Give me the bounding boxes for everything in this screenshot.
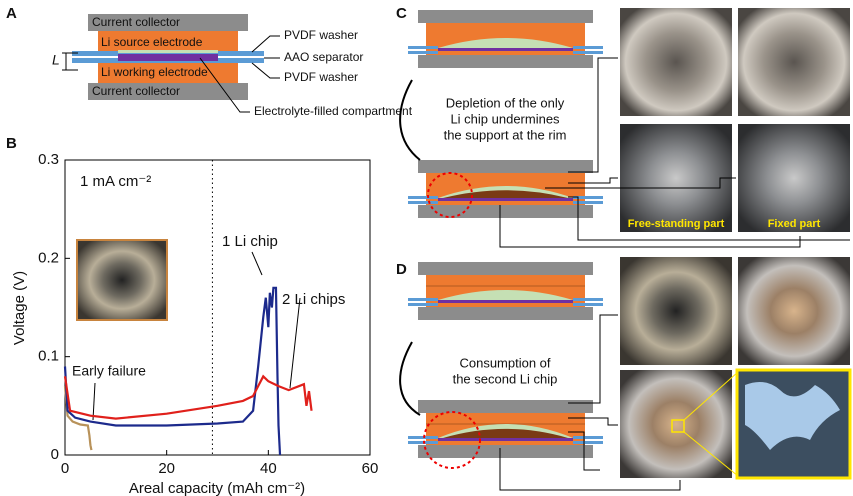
label: Current collector — [92, 15, 180, 29]
series-label: 1 Li chip — [222, 233, 278, 250]
schematics — [408, 10, 603, 458]
series-label: Early failure — [72, 363, 146, 379]
washer — [408, 51, 438, 54]
plate — [418, 262, 593, 275]
plate — [418, 160, 593, 173]
panel-label: B — [6, 135, 17, 152]
leader — [252, 252, 262, 275]
label: Electrolyte-filled compartment — [254, 104, 413, 118]
label: Li working electrode — [101, 65, 208, 79]
y-tick-label: 0.3 — [38, 151, 59, 168]
x-tick-label: 0 — [61, 460, 69, 477]
label: PVDF washer — [284, 28, 358, 42]
y-axis-label: Voltage (V) — [11, 271, 28, 345]
arrow — [400, 342, 420, 415]
plate — [418, 55, 593, 68]
photo-label: Fixed part — [768, 218, 821, 230]
x-tick-label: 60 — [362, 460, 379, 477]
washer — [408, 298, 438, 301]
x-axis-label: Areal capacity (mAh cm⁻²) — [129, 480, 305, 496]
washer — [408, 46, 438, 49]
separator — [438, 198, 573, 201]
washer — [573, 436, 603, 439]
photo-label: Free-standing part — [628, 218, 725, 230]
annotation: 1 mA cm⁻² — [80, 173, 151, 190]
caption: Li chip undermines — [450, 111, 560, 126]
washer — [408, 441, 438, 444]
panel-label: D — [396, 261, 407, 278]
separator — [438, 300, 573, 303]
caption: the second Li chip — [453, 371, 558, 386]
x-tick-label: 20 — [158, 460, 175, 477]
y-tick-label: 0.2 — [38, 249, 59, 266]
leader — [290, 298, 300, 388]
panel-label: C — [396, 5, 407, 22]
y-tick-label: 0 — [51, 446, 59, 463]
label: PVDF washer — [284, 70, 358, 84]
plate — [418, 10, 593, 23]
panel-label: A — [6, 5, 17, 22]
caption: Consumption of — [459, 355, 550, 370]
plate — [418, 445, 593, 458]
washer — [408, 436, 438, 439]
washer — [573, 303, 603, 306]
series-line — [65, 376, 312, 418]
photos — [620, 8, 850, 478]
label: AAO separator — [284, 50, 363, 64]
x-tick-label: 40 — [260, 460, 277, 477]
washer — [573, 298, 603, 301]
label: L — [52, 52, 60, 68]
label: Li source electrode — [101, 35, 203, 49]
figure: A B C D Current collector Li source elec… — [0, 0, 853, 496]
plate — [418, 400, 593, 413]
plate — [418, 307, 593, 320]
washer — [573, 51, 603, 54]
plate — [418, 205, 593, 218]
inset-photo — [77, 240, 167, 320]
y-tick-label: 0.1 — [38, 348, 59, 365]
separator — [438, 48, 573, 51]
label: Current collector — [92, 84, 180, 98]
caption: Depletion of the only — [446, 95, 565, 110]
washer — [573, 441, 603, 444]
washer — [408, 303, 438, 306]
series-label: 2 Li chips — [282, 291, 345, 308]
washer — [408, 196, 438, 199]
caption: the support at the rim — [444, 127, 567, 142]
leader — [93, 383, 95, 420]
separator — [438, 438, 573, 441]
washer — [408, 201, 438, 204]
washer — [573, 46, 603, 49]
arrow — [400, 80, 420, 160]
